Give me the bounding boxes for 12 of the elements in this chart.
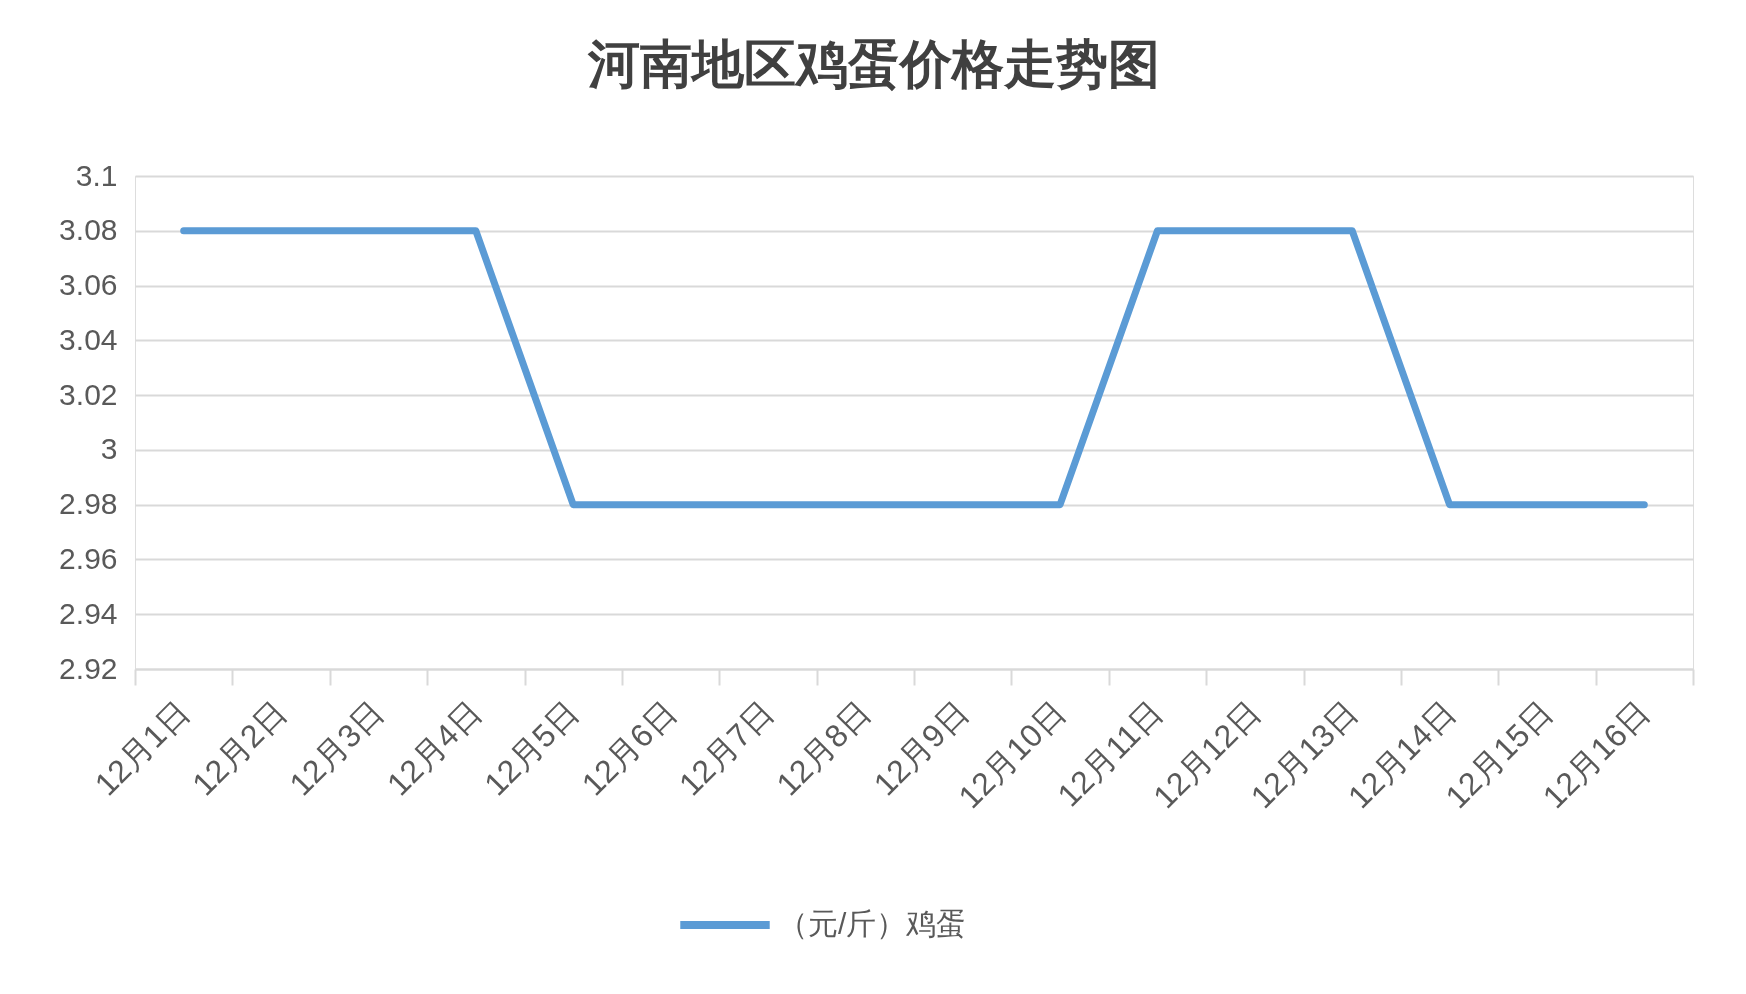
- chart-title: 河南地区鸡蛋价格走势图: [587, 36, 1160, 93]
- y-tick-label: 3.1: [75, 158, 118, 192]
- y-tick-label: 2.96: [59, 541, 118, 575]
- y-tick-label: 3.04: [59, 322, 118, 356]
- y-tick-label: 2.94: [59, 596, 118, 630]
- y-tick-label: 3.06: [59, 268, 118, 302]
- y-tick-label: 2.92: [59, 651, 118, 685]
- y-tick-label: 3.08: [59, 213, 118, 247]
- y-tick-label: 3.02: [59, 377, 118, 411]
- y-tick-label: 3: [100, 432, 118, 466]
- legend-label: （元/斤）鸡蛋: [778, 907, 967, 940]
- y-tick-label: 2.98: [59, 487, 118, 521]
